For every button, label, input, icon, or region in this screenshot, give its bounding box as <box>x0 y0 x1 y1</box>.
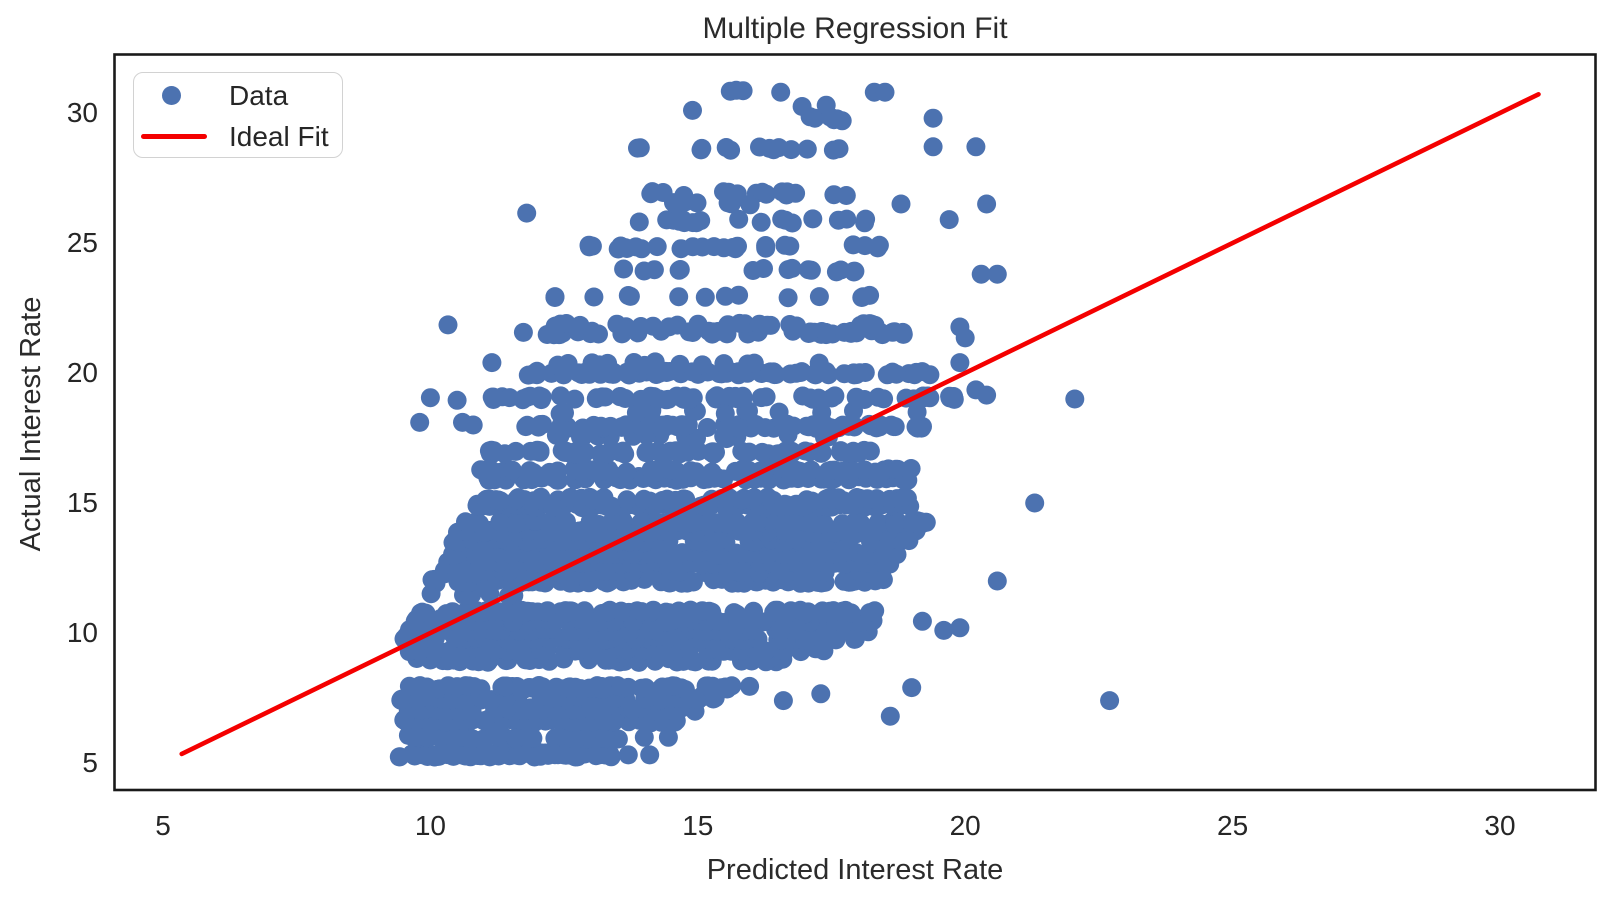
x-tick-label: 25 <box>1217 810 1249 841</box>
x-axis-label: Predicted Interest Rate <box>706 854 1004 886</box>
x-tick-label: 15 <box>682 810 714 841</box>
legend-data-label: Data <box>229 79 289 111</box>
legend-item-fit: Ideal Fit <box>134 116 342 157</box>
scatter-points <box>389 80 1120 767</box>
y-tick-label: 10 <box>66 617 98 648</box>
legend: Data Ideal Fit <box>133 72 343 158</box>
y-tick-label: 20 <box>66 357 98 388</box>
legend-fit-label: Ideal Fit <box>229 120 329 152</box>
legend-item-data: Data <box>134 75 342 116</box>
x-tick-label: 30 <box>1484 810 1516 841</box>
ideal-fit-line <box>179 91 1541 757</box>
y-axis-label: Actual Interest Rate <box>15 296 47 552</box>
x-tick-label: 10 <box>414 810 446 841</box>
x-tick-label: 5 <box>155 810 171 841</box>
y-tick-label: 30 <box>66 97 98 128</box>
legend-line-swatch-icon <box>141 134 207 139</box>
y-tick-label: 5 <box>82 747 98 778</box>
chart-title: Multiple Regression Fit <box>702 12 1008 45</box>
y-tick-label: 15 <box>66 487 98 518</box>
legend-marker-dot-icon <box>162 86 181 105</box>
x-tick-label: 20 <box>949 810 981 841</box>
y-tick-label: 25 <box>66 227 98 258</box>
plot-border <box>113 53 1597 792</box>
